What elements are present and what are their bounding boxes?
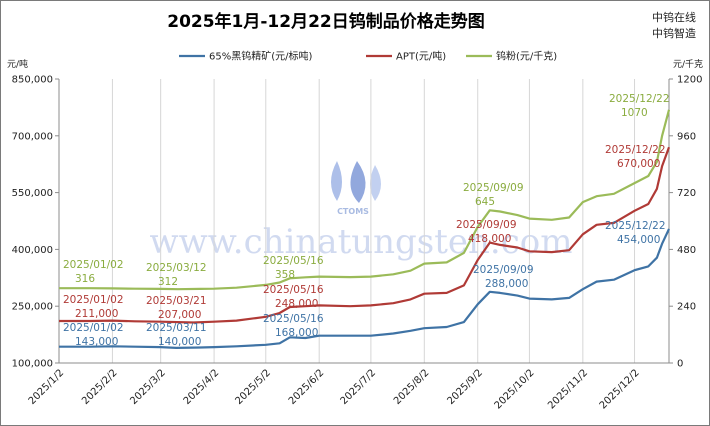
right-tick-label: 960 bbox=[677, 131, 696, 142]
right-tick-label: 1200 bbox=[677, 75, 702, 86]
legend: 65%黑钨精矿(元/标吨) APT(元/吨) 钨粉(元/千克) bbox=[179, 50, 557, 63]
legend-label-1: APT(元/吨) bbox=[396, 50, 446, 63]
series-line-2 bbox=[59, 109, 671, 291]
right-tick-label: 240 bbox=[677, 302, 696, 313]
data-label: 2025/03/21 bbox=[146, 295, 207, 307]
x-tick-label: 2025/5/2 bbox=[233, 367, 273, 407]
watermark-url: www.chinatungsten.com bbox=[150, 222, 573, 262]
brand-block: 中钨在线 中钨智造 bbox=[652, 10, 696, 40]
data-label: 168,000 bbox=[275, 327, 318, 339]
brand-line-2: 中钨智造 bbox=[652, 26, 696, 40]
data-label: 2025/12/22 bbox=[609, 93, 670, 105]
left-axis-unit: 元/吨 bbox=[7, 58, 28, 70]
data-label: 2025/01/02 bbox=[63, 322, 124, 334]
watermark: CTOMS www.chinatungsten.com bbox=[150, 161, 573, 262]
left-tick-label: 100,000 bbox=[12, 359, 53, 370]
data-label: 1070 bbox=[621, 107, 648, 119]
x-tick-label: 2025/6/2 bbox=[287, 367, 327, 407]
data-label: 2025/09/09 bbox=[473, 264, 534, 276]
data-label: 143,000 bbox=[75, 336, 118, 348]
data-label: 2025/01/02 bbox=[63, 294, 124, 306]
x-tick-label: 2025/11/2 bbox=[546, 367, 590, 411]
data-label: 670,000 bbox=[617, 158, 660, 170]
data-label: 312 bbox=[158, 276, 178, 288]
left-tick-label: 700,000 bbox=[12, 131, 53, 142]
left-tick-label: 850,000 bbox=[12, 75, 53, 86]
watermark-logo-text: CTOMS bbox=[337, 207, 369, 216]
ctoms-logo: CTOMS bbox=[331, 161, 381, 216]
brand-line-1: 中钨在线 bbox=[652, 10, 696, 24]
right-tick-label: 720 bbox=[677, 188, 696, 199]
data-label: 418,000 bbox=[468, 233, 511, 245]
data-label: 358 bbox=[275, 269, 295, 281]
data-label: 207,000 bbox=[158, 309, 201, 321]
data-label: 2025/05/16 bbox=[263, 255, 324, 267]
data-label: 2025/05/16 bbox=[263, 284, 324, 296]
data-label: 2025/12/22 bbox=[605, 144, 666, 156]
right-tick-label: 0 bbox=[677, 359, 683, 370]
x-tick-label: 2025/12/2 bbox=[598, 367, 642, 411]
data-label: 140,000 bbox=[158, 336, 201, 348]
x-tick-label: 2025/8/2 bbox=[392, 367, 432, 407]
series-line-1 bbox=[59, 146, 671, 324]
data-label: 2025/01/02 bbox=[63, 259, 124, 271]
data-label: 211,000 bbox=[75, 308, 118, 320]
data-label: 316 bbox=[75, 273, 95, 285]
x-tick-label: 2025/2/2 bbox=[80, 367, 120, 407]
data-label: 2025/03/12 bbox=[146, 262, 207, 274]
data-label: 645 bbox=[475, 196, 495, 208]
chart-title: 2025年1月-12月22日钨制品价格走势图 bbox=[167, 11, 485, 32]
data-label: 2025/09/09 bbox=[463, 182, 524, 194]
data-label: 2025/12/22 bbox=[605, 220, 666, 232]
legend-label-0: 65%黑钨精矿(元/标吨) bbox=[209, 50, 312, 63]
x-tick-label: 2025/10/2 bbox=[493, 367, 537, 411]
left-tick-label: 400,000 bbox=[12, 245, 53, 256]
x-tick-label: 2025/1/2 bbox=[27, 367, 67, 407]
left-tick-label: 550,000 bbox=[12, 188, 53, 199]
left-tick-label: 250,000 bbox=[12, 302, 53, 313]
data-label: 2025/05/16 bbox=[263, 313, 324, 325]
x-tick-label: 2025/9/2 bbox=[445, 367, 485, 407]
right-tick-label: 480 bbox=[677, 245, 696, 256]
data-label: 2025/09/09 bbox=[456, 219, 517, 231]
right-axis-unit: 元/千克 bbox=[673, 59, 703, 70]
data-label: 288,000 bbox=[485, 278, 528, 290]
x-tick-label: 2025/7/2 bbox=[339, 367, 379, 407]
series-line-0 bbox=[59, 228, 670, 349]
legend-label-2: 钨粉(元/千克) bbox=[496, 50, 557, 63]
data-label: 2025/03/11 bbox=[146, 322, 207, 334]
x-tick-label: 2025/3/2 bbox=[128, 367, 168, 407]
data-label: 454,000 bbox=[617, 234, 660, 246]
data-label: 248,000 bbox=[275, 298, 318, 310]
x-tick-label: 2025/4/2 bbox=[182, 367, 222, 407]
